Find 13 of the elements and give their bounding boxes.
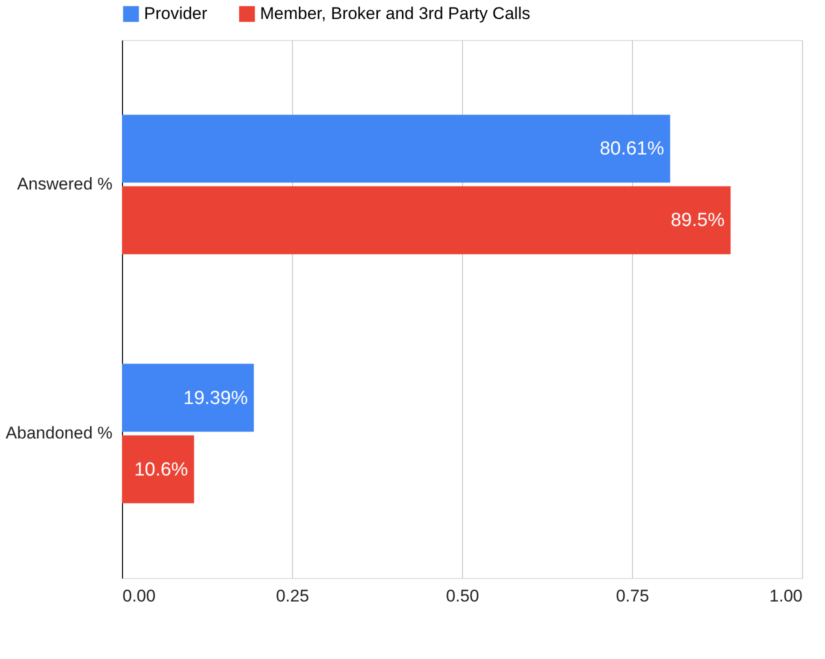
y-tick-label: Answered %	[17, 174, 112, 194]
x-tick-label: 0.00	[122, 586, 156, 606]
x-tick-label: 1.00	[769, 586, 802, 606]
x-tick-label: 0.25	[276, 586, 310, 606]
x-tick-label: 0.50	[446, 586, 480, 606]
legend-label: Provider	[144, 4, 208, 23]
x-tick-label: 0.75	[616, 586, 650, 606]
data-label: 10.6%	[134, 459, 188, 480]
y-tick-label: Abandoned %	[6, 424, 112, 443]
legend-label: Member, Broker and 3rd Party Calls	[260, 4, 530, 23]
data-label: 80.61%	[600, 138, 664, 160]
data-label: 89.5%	[670, 210, 725, 232]
data-label: 19.39%	[183, 388, 248, 409]
